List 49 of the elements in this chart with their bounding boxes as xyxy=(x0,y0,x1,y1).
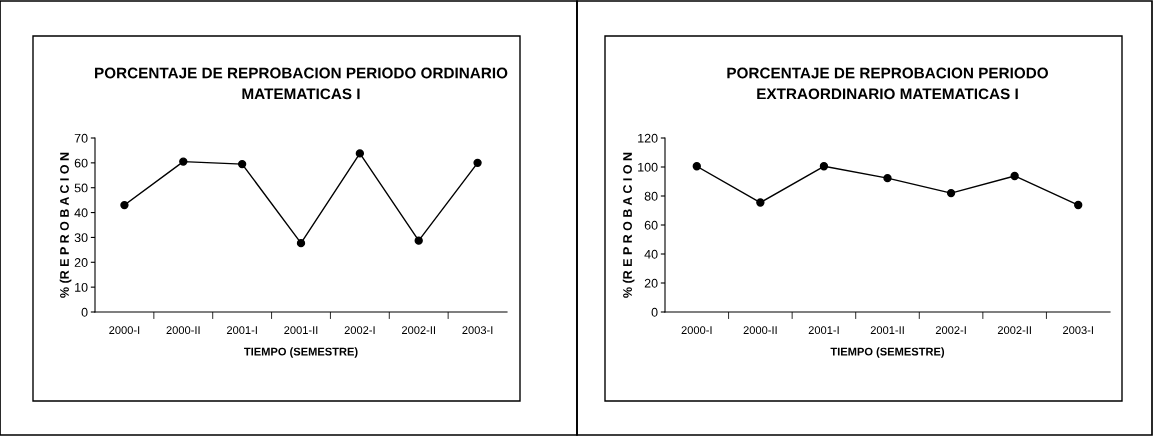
chart-title: PORCENTAJE DE REPROBACION PERIODO ORDINARIO MATEMATICAS I xyxy=(95,67,508,100)
point xyxy=(120,200,129,210)
x-tick-label: 2001-II xyxy=(284,326,318,335)
y-tick-label: 70 xyxy=(74,133,88,143)
y-tick-label: 30 xyxy=(74,233,88,243)
point xyxy=(946,188,956,198)
point xyxy=(756,198,765,207)
y-axis-title: % (R E P R O B A C I O N xyxy=(622,152,635,298)
point xyxy=(237,159,247,169)
y-tick-label: 0 xyxy=(81,307,88,317)
x-tick-label: 2001-I xyxy=(808,326,839,335)
y-tick-label: 120 xyxy=(638,133,658,143)
y-tick-label: 100 xyxy=(638,162,658,172)
y-tick-label: 0 xyxy=(651,307,658,317)
x-tick-label: 2002-II xyxy=(401,326,435,335)
point xyxy=(296,238,306,248)
y-tick-label: 60 xyxy=(74,158,88,168)
y-tick-label: 20 xyxy=(644,278,658,288)
y-tick-label: 20 xyxy=(74,258,88,267)
y-tick-label: 40 xyxy=(644,249,658,259)
x-tick-label: 2000-I xyxy=(109,326,140,335)
x-axis-title: TIEMPO (SEMESTRE) xyxy=(830,347,945,358)
point xyxy=(414,236,423,245)
y-tick-label: 50 xyxy=(74,183,88,193)
x-tick-label: 2001-I xyxy=(226,326,257,335)
point xyxy=(883,173,892,183)
x-tick-label: 2002-I xyxy=(935,326,966,335)
point xyxy=(1074,200,1083,210)
x-tick-label: 2002-II xyxy=(997,326,1031,335)
x-tick-label: 2001-II xyxy=(870,326,904,335)
point xyxy=(355,149,365,158)
x-tick-label: 2000-I xyxy=(681,326,712,335)
y-axis-title: % (R E P R O B A C I O N xyxy=(59,152,72,298)
x-tick-label: 2000-II xyxy=(166,326,200,335)
x-tick-label: 2002-I xyxy=(344,326,375,335)
x-tick-label: 2003-I xyxy=(1063,326,1093,335)
point xyxy=(819,162,829,171)
point xyxy=(179,157,188,166)
x-axis-title: TIEMPO (SEMESTRE) xyxy=(244,347,358,358)
x-tick-label: 2000-II xyxy=(743,326,777,335)
y-tick-label: 80 xyxy=(644,191,658,201)
chart-title: PORCENTAJE DE REPROBACION PERIODO EXTRAORDINARIO MATEMATICAS I xyxy=(727,67,1048,100)
point xyxy=(692,162,701,171)
y-tick-label: 40 xyxy=(74,208,88,218)
x-tick-label: 2003-I xyxy=(462,326,493,335)
y-tick-label: 60 xyxy=(644,220,658,230)
y-tick-label: 10 xyxy=(75,282,88,292)
point xyxy=(473,158,482,168)
point xyxy=(1010,171,1019,181)
